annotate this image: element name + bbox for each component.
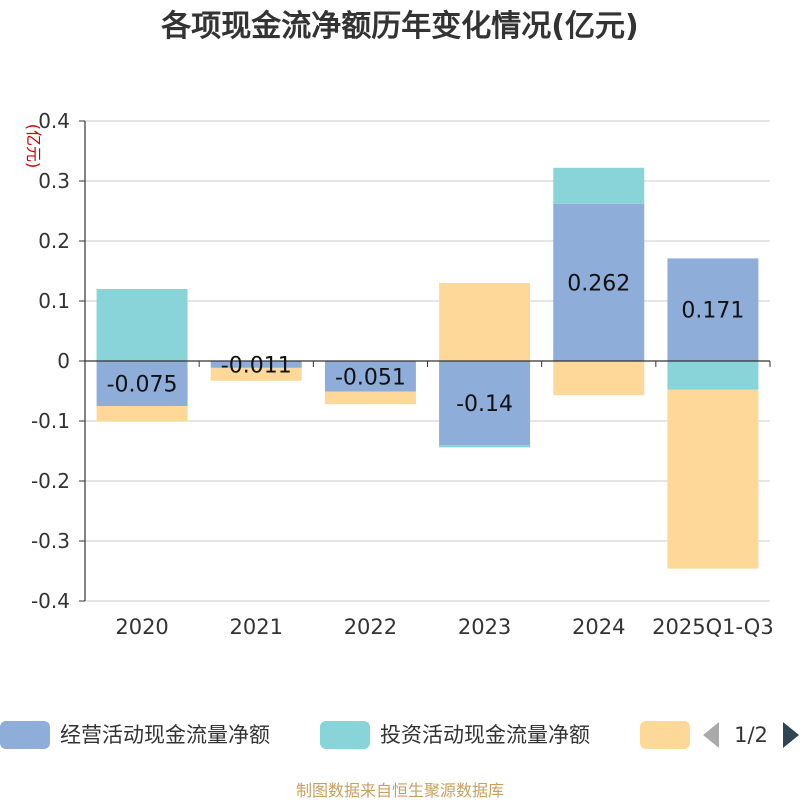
data-label: -0.011 [221,353,292,378]
x-tick-label: 2024 [572,615,625,639]
x-tick-label: 2025Q1-Q3 [652,615,774,639]
y-tick-label: 0 [57,349,70,373]
x-axis-ticks: 2020 2021 2022 2023 2024 2025Q1-Q3 [84,361,774,639]
x-tick-label: 2022 [344,615,397,639]
data-labels: -0.075 -0.011 -0.051 -0.14 0.262 0.171 [107,271,745,417]
bar-segment [96,361,188,406]
y-tick-label: 0.2 [38,229,70,253]
y-tick-label: 0.1 [38,289,70,313]
data-label: -0.075 [107,373,178,398]
bar-segment [210,368,302,381]
legend-prev-arrow-icon[interactable] [703,722,719,748]
y-axis-ticks: 0.4 0.3 0.2 0.1 0 -0.1 -0.2 -0.3 -0.4 [31,109,85,613]
bar-segment [210,361,302,368]
y-tick-label: 0.4 [38,109,70,133]
x-tick-label: 2023 [458,615,511,639]
y-tick-label: -0.3 [31,529,70,553]
bar-segment [667,258,759,361]
x-tick-label: 2021 [230,615,283,639]
bar-segment [439,445,531,448]
legend-label: 经营活动现金流量净额 [60,723,270,747]
data-label: -0.14 [456,392,513,417]
bar-segment [553,203,645,361]
legend-next-arrow-icon[interactable] [783,722,799,748]
y-tick-label: 0.3 [38,169,70,193]
bar-segment [96,289,188,361]
bar-segment [439,283,531,361]
legend-label: 投资活动现金流量净额 [380,723,590,747]
bars [96,167,759,569]
y-tick-label: -0.4 [31,589,70,613]
bar-segment [553,361,645,396]
bar-segment [210,367,302,369]
y-tick-label: -0.1 [31,409,70,433]
legend-swatch [0,721,50,749]
data-label: -0.051 [335,365,406,390]
legend-swatch [320,721,370,749]
footer-source: 制图数据来自恒生聚源数据库 [296,781,504,800]
legend-page-indicator: 1/2 [734,723,768,747]
y-tick-label: -0.2 [31,469,70,493]
bar-segment [96,406,188,421]
bar-segment [667,361,759,390]
legend: 经营活动现金流量净额 投资活动现金流量净额 [0,721,690,749]
legend-pager: 1/2 [703,722,799,748]
y-axis-unit: (亿元) [24,124,43,169]
bar-segment [439,361,531,445]
bar-segment [667,389,759,569]
legend-swatch [640,721,690,749]
bar-segment [324,361,416,392]
bar-segment [324,391,416,405]
data-label: 0.171 [681,299,744,324]
data-label: 0.262 [567,271,630,296]
x-tick-label: 2020 [115,615,168,639]
chart-title: 各项现金流净额历年变化情况(亿元) [160,9,638,44]
bar-segment [553,167,645,204]
